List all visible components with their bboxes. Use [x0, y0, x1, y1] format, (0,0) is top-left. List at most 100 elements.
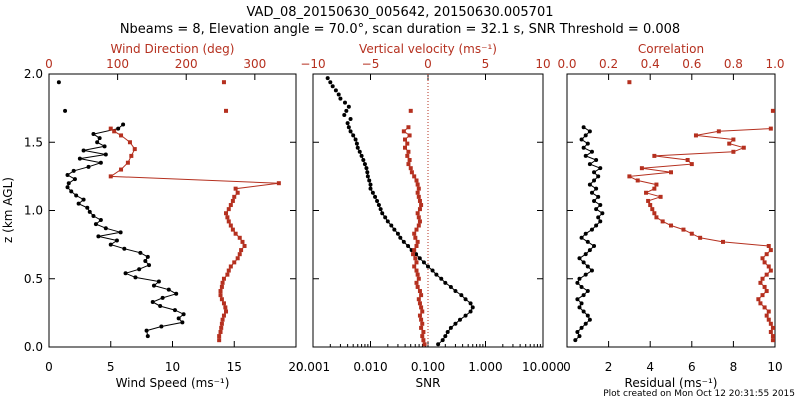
- data-point: [417, 301, 422, 306]
- data-point: [138, 250, 143, 255]
- data-point: [413, 256, 418, 261]
- data-point: [357, 149, 362, 154]
- data-point: [415, 182, 420, 187]
- data-point: [416, 194, 421, 199]
- data-point: [639, 166, 644, 171]
- data-point: [411, 252, 416, 257]
- data-point: [685, 157, 690, 162]
- data-point: [237, 235, 242, 240]
- data-point: [365, 170, 370, 175]
- data-point: [230, 227, 235, 232]
- data-point: [741, 145, 746, 150]
- top-tick-label: 300: [243, 57, 266, 71]
- data-point: [420, 321, 425, 326]
- data-point: [406, 125, 411, 130]
- top-tick-label: 100: [106, 57, 129, 71]
- data-point: [368, 182, 373, 187]
- data-point: [66, 181, 71, 186]
- data-point: [125, 160, 130, 165]
- data-point: [116, 126, 121, 131]
- data-point: [137, 267, 142, 272]
- data-point: [403, 137, 407, 142]
- data-point: [453, 321, 458, 326]
- data-point: [72, 177, 77, 182]
- data-point: [91, 213, 96, 218]
- data-point: [417, 219, 422, 224]
- data-point: [375, 198, 380, 203]
- top-axis-label: Wind Direction (deg): [111, 42, 235, 56]
- data-point: [103, 152, 108, 157]
- data-point: [392, 227, 397, 232]
- data-point: [589, 268, 594, 273]
- data-point: [770, 325, 775, 330]
- data-point: [81, 197, 86, 202]
- data-point: [756, 297, 761, 302]
- data-point: [412, 174, 417, 179]
- data-point: [415, 284, 420, 289]
- data-point: [445, 329, 450, 334]
- data-point: [233, 231, 238, 236]
- data-point: [579, 325, 584, 330]
- data-point: [764, 272, 769, 277]
- data-point: [758, 280, 763, 285]
- data-point: [652, 186, 657, 191]
- data-point: [589, 149, 594, 154]
- data-point: [218, 293, 223, 298]
- data-point: [228, 223, 233, 228]
- data-point: [414, 252, 419, 257]
- bottom-tick-label: 0.010: [353, 360, 387, 374]
- data-point: [417, 198, 422, 203]
- data-point: [577, 276, 582, 281]
- data-point: [731, 149, 736, 154]
- z-axis-label: z (km AGL): [1, 177, 15, 243]
- data-point: [581, 293, 586, 298]
- data-point: [764, 252, 769, 257]
- data-point: [348, 129, 353, 134]
- data-point: [122, 246, 127, 251]
- data-point: [98, 160, 103, 165]
- data-point: [333, 88, 338, 93]
- data-point: [232, 260, 237, 265]
- panel-vertical: 0.001 0.010 0.100 1.000 10.000 SNR −10 −5 0 5 10 Ve…: [296, 42, 564, 390]
- data-point: [766, 243, 771, 248]
- data-point: [413, 235, 418, 240]
- data-point: [419, 317, 424, 322]
- data-point: [573, 338, 578, 343]
- data-point: [112, 129, 117, 134]
- data-point: [575, 297, 580, 302]
- bottom-axis-label: Residual (ms⁻¹): [625, 376, 718, 390]
- data-point: [147, 263, 152, 268]
- data-point: [406, 149, 411, 154]
- top-tick-label: 0.4: [641, 57, 660, 71]
- data-point: [585, 141, 590, 146]
- data-point: [648, 203, 653, 208]
- data-point: [592, 178, 597, 183]
- data-point: [81, 148, 86, 153]
- data-point: [415, 239, 420, 244]
- data-point: [344, 108, 349, 113]
- data-point: [596, 194, 601, 199]
- data-point: [414, 260, 419, 265]
- data-point: [98, 218, 103, 223]
- data-point: [585, 239, 590, 244]
- data-point: [652, 153, 657, 158]
- data-point: [764, 289, 769, 294]
- series-line-correlation: [627, 128, 774, 341]
- data-point: [156, 279, 161, 284]
- data-point: [768, 126, 773, 131]
- data-point: [365, 174, 370, 179]
- data-point: [583, 153, 588, 158]
- data-point: [598, 166, 603, 171]
- data-point: [579, 301, 584, 306]
- data-point: [220, 317, 225, 322]
- data-point: [768, 329, 773, 334]
- data-point: [669, 170, 673, 175]
- data-point: [448, 325, 453, 330]
- series-line-snr: [347, 122, 474, 345]
- data-point: [414, 227, 419, 232]
- data-point: [160, 295, 165, 300]
- data-point: [581, 145, 586, 150]
- data-point: [276, 181, 281, 186]
- data-point: [95, 140, 100, 145]
